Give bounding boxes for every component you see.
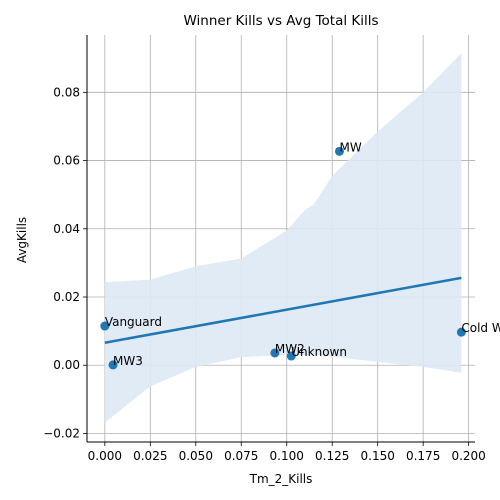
x-tick-label: 0.025 [133, 449, 167, 463]
x-tick-label: 0.175 [406, 449, 440, 463]
chart-title: Winner Kills vs Avg Total Kills [183, 13, 378, 29]
x-tick-label: 0.150 [361, 449, 395, 463]
x-axis-ticks: 0.000 0.025 0.050 0.075 0.100 0.125 0.150 0.175… [88, 442, 486, 463]
x-axis-label: Tm_2_Kills [249, 472, 313, 486]
y-axis-ticks: −0.02 0.00 0.02 0.04 0.06 0.08 [43, 85, 87, 440]
point-label: Cold War [461, 321, 500, 335]
point-label: Unknown [291, 345, 347, 359]
point-label: MW3 [113, 354, 143, 368]
regression-line [104, 276, 462, 344]
point-label: MW2 [275, 342, 305, 356]
y-axis-label: AvgKills [15, 217, 29, 263]
y-tick-label: 0.04 [53, 222, 80, 236]
point-label: MW [339, 140, 361, 154]
x-tick-label: 0.125 [315, 449, 349, 463]
x-tick-label: 0.050 [179, 449, 213, 463]
data-point [286, 351, 296, 361]
data-point [270, 348, 280, 358]
point-label: Vanguard [105, 315, 162, 329]
data-points [100, 146, 466, 370]
data-point [108, 360, 118, 370]
data-point [456, 327, 466, 337]
y-tick-label: 0.06 [53, 154, 80, 168]
y-tick-label: 0.00 [53, 358, 80, 372]
x-tick-label: 0.100 [270, 449, 304, 463]
x-tick-label: 0.200 [451, 449, 485, 463]
data-point [334, 146, 344, 156]
data-point [100, 321, 110, 331]
axis-spines [86, 35, 475, 443]
x-tick-label: 0.000 [88, 449, 122, 463]
y-tick-label: −0.02 [43, 426, 80, 440]
confidence-band [104, 53, 462, 423]
x-tick-label: 0.075 [224, 449, 258, 463]
y-tick-label: 0.08 [53, 85, 80, 99]
y-tick-label: 0.02 [53, 290, 80, 304]
